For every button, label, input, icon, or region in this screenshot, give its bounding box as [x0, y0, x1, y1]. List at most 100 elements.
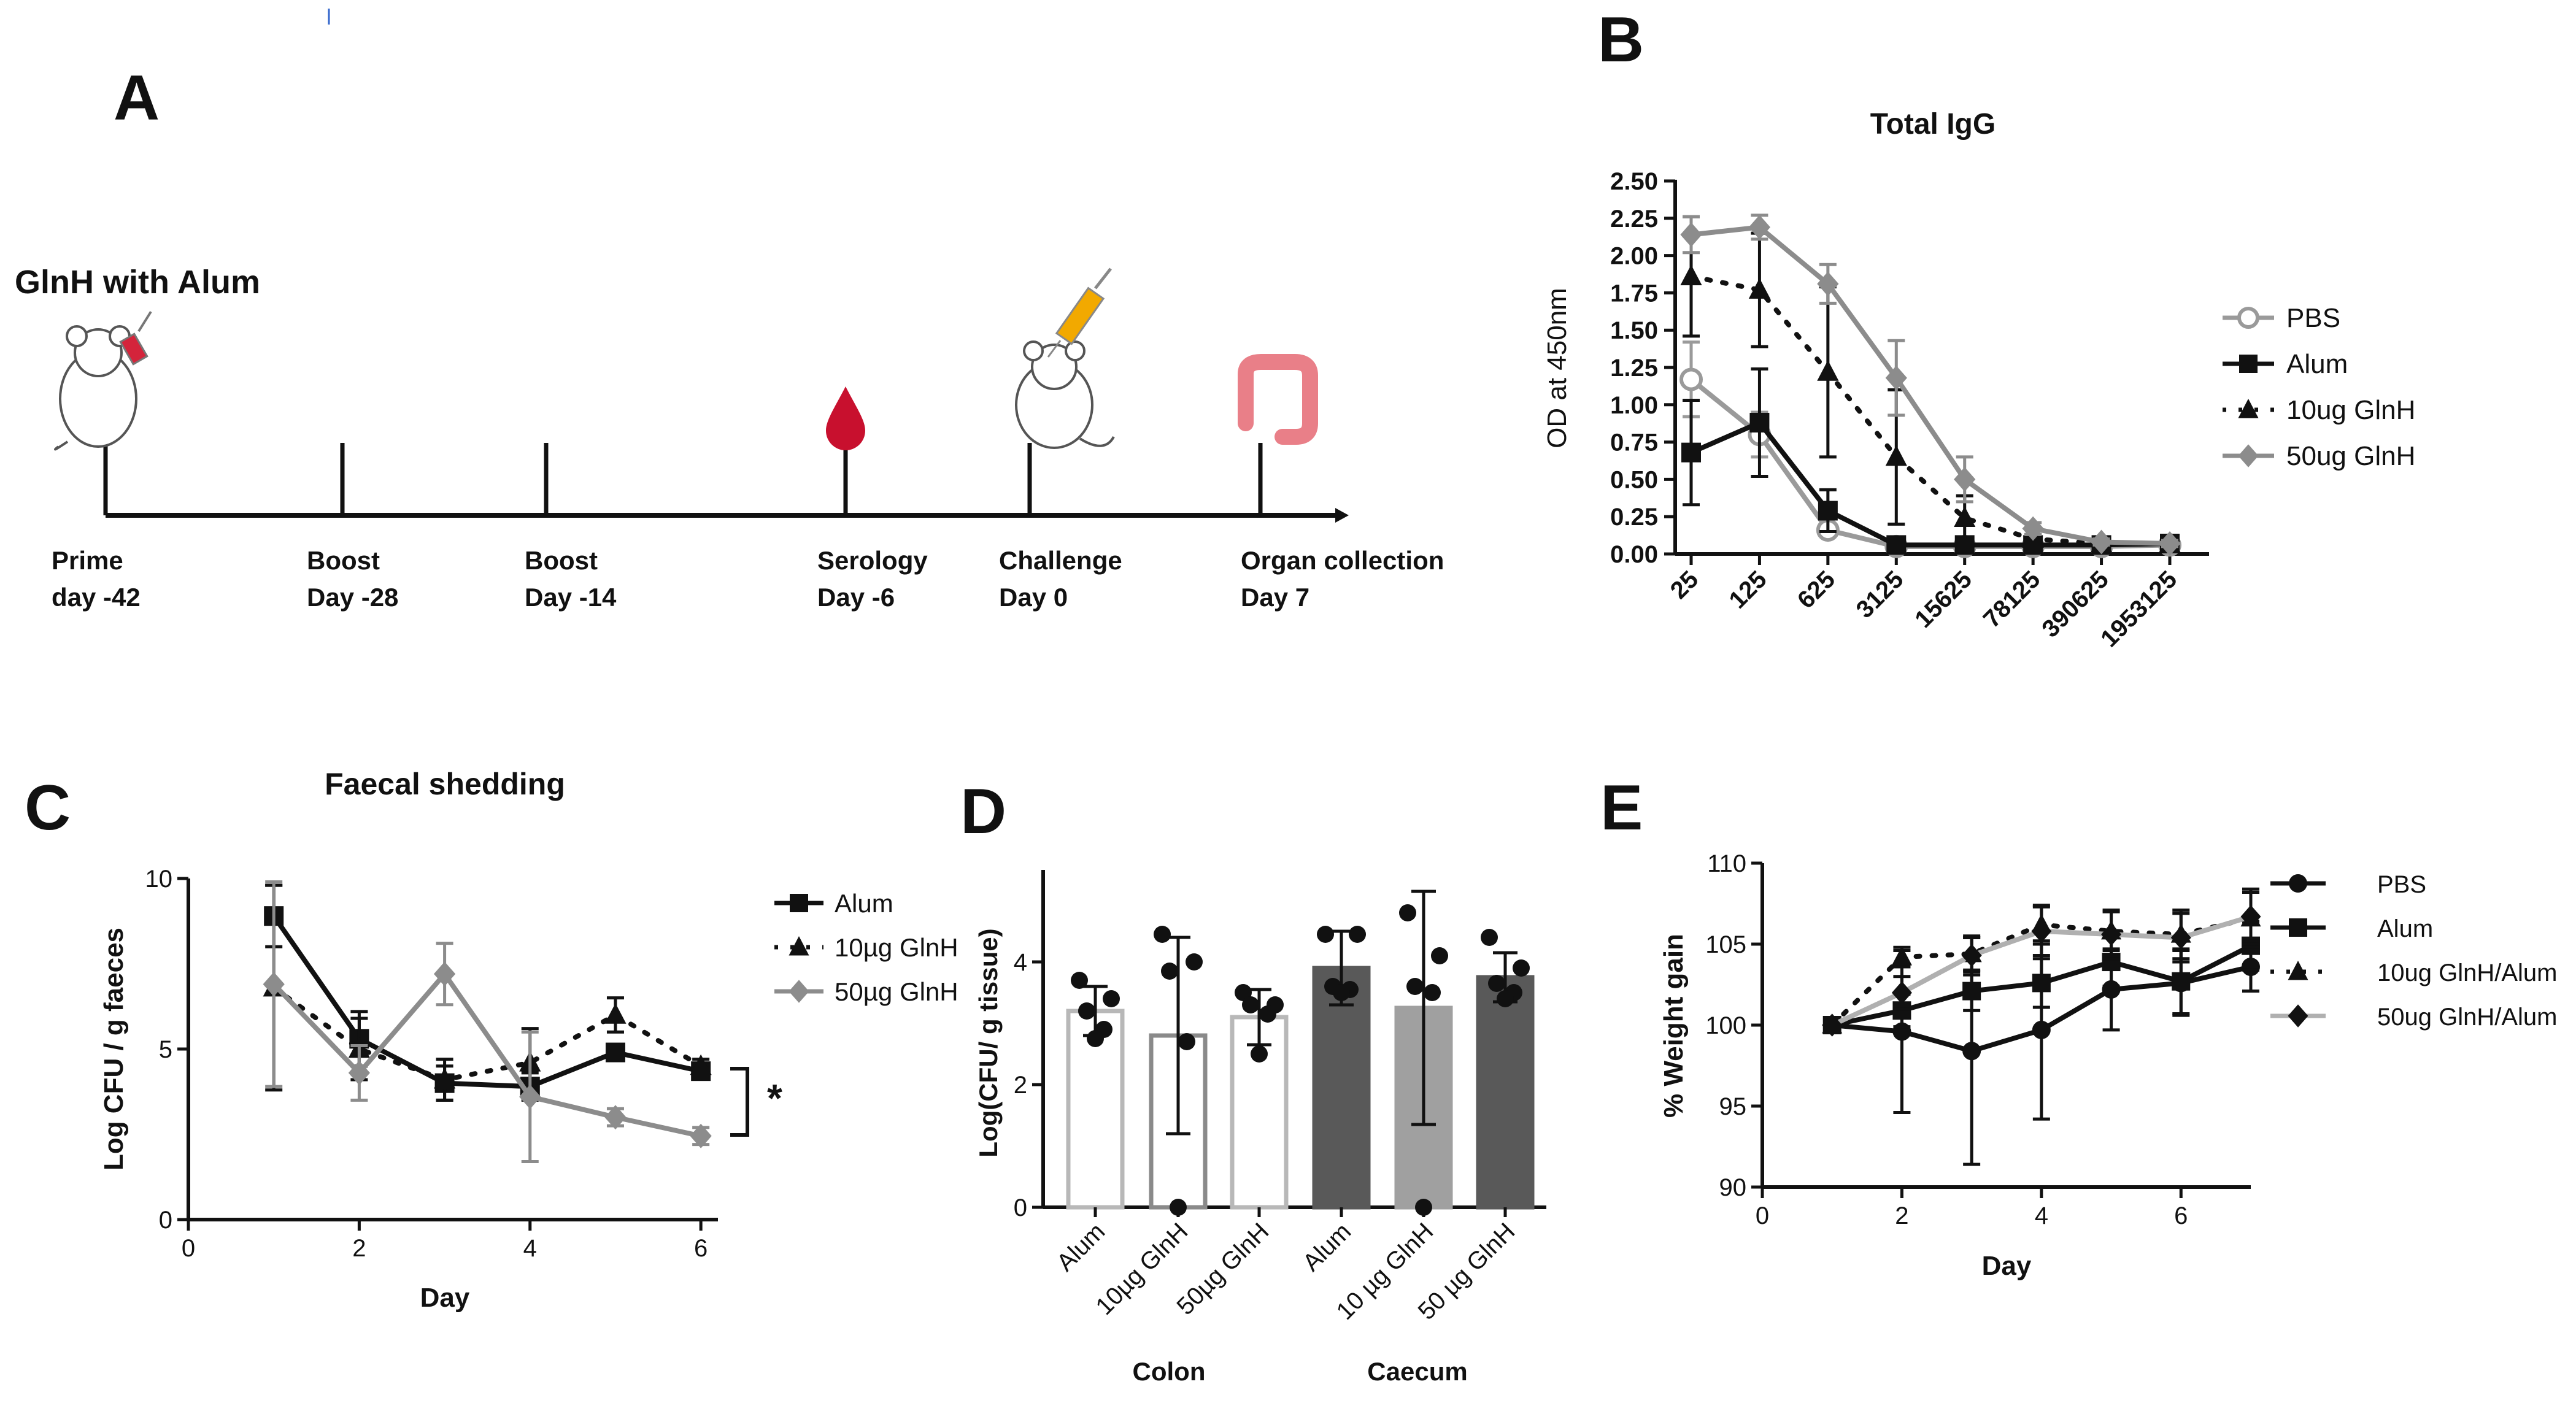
data-point	[1961, 944, 1982, 967]
y-tick-label: 1.50	[1610, 317, 1658, 344]
y-tick-label: 0.50	[1610, 466, 1658, 493]
data-point	[433, 1067, 456, 1089]
timeline-event-day: Day 7	[1241, 583, 1309, 612]
mouse-syringe-icon	[54, 310, 152, 451]
group-label: Caecum	[1367, 1357, 1467, 1386]
data-point	[1885, 366, 1907, 391]
group-label: Colon	[1133, 1357, 1206, 1386]
timeline-event-day: Day -28	[307, 583, 398, 612]
legend-label: 50µg GlnH	[835, 977, 958, 1006]
y-tick-label: 105	[1705, 931, 1746, 958]
y-tick-label: 2.00	[1610, 243, 1658, 270]
data-point	[690, 1054, 712, 1075]
data-point	[1103, 990, 1120, 1007]
legend-marker	[2237, 307, 2259, 329]
x-tick-label: 25	[1665, 566, 1704, 604]
data-point	[1078, 1002, 1095, 1020]
mouse-ear	[1065, 340, 1086, 361]
series-line-2	[1689, 274, 2172, 546]
data-point	[1891, 981, 1912, 1004]
y-axis-label: Log CFU / g faeces	[99, 928, 129, 1170]
data-point	[604, 1003, 627, 1024]
legend-marker	[2238, 444, 2259, 467]
data-point	[1431, 947, 1448, 964]
y-axis-label: Log(CFU/ g tissue)	[974, 928, 1003, 1157]
x-tick-label: 6	[694, 1235, 708, 1262]
y-axis-label: % Weight gain	[1659, 934, 1689, 1118]
data-point	[519, 1084, 541, 1109]
legend-label: Alum	[2377, 915, 2433, 942]
data-point	[1071, 972, 1088, 989]
x-tick-label: 0	[1756, 1202, 1769, 1229]
x-tick-label: 2	[352, 1235, 366, 1262]
data-point	[1349, 926, 1366, 943]
y-tick-label: 5	[159, 1036, 172, 1063]
data-point	[2240, 905, 2261, 928]
timeline-event-day: day -42	[52, 583, 141, 612]
data-point	[1822, 1013, 1843, 1037]
syringe-barrel	[119, 332, 148, 366]
x-tick-label: 4	[2035, 1202, 2048, 1229]
legend-marker	[789, 980, 809, 1003]
data-point	[605, 1042, 625, 1063]
data-point	[1481, 929, 1498, 946]
data-point	[1399, 904, 1416, 921]
series-line-0	[271, 913, 704, 1090]
data-point	[1891, 946, 1912, 966]
series-line-3	[1689, 225, 2172, 546]
legend-marker	[790, 894, 808, 912]
data-point	[1186, 953, 1203, 971]
data-point	[1962, 982, 1981, 1001]
data-point	[1962, 1042, 1981, 1061]
data-point	[1679, 367, 1703, 391]
x-tick-label: Alum	[1052, 1218, 1111, 1277]
data-point	[1954, 467, 1976, 492]
y-tick-label: 0	[159, 1207, 172, 1234]
y-tick-label: 2.50	[1610, 168, 1658, 195]
data-point	[1748, 215, 1771, 240]
series-line-2	[271, 970, 704, 1139]
data-point	[1954, 506, 1976, 528]
data-point	[1748, 278, 1771, 299]
mouse-head	[1031, 344, 1078, 390]
data-point	[1333, 984, 1350, 1001]
data-point	[1178, 1033, 1195, 1050]
data-point	[1817, 271, 1839, 296]
data-point	[1251, 1045, 1268, 1063]
legend-label: PBS	[2286, 303, 2340, 333]
data-point	[1680, 264, 1702, 286]
y-tick-label: 110	[1707, 850, 1746, 877]
data-point	[2031, 920, 2052, 943]
timeline-event-day: Day 0	[999, 583, 1068, 612]
y-axis-label: OD at 450nm	[1542, 288, 1572, 448]
timeline-arrowhead	[1335, 508, 1349, 523]
x-tick-label: 2	[1895, 1202, 1908, 1229]
y-tick-label: 2	[1014, 1072, 1027, 1099]
data-point	[1406, 978, 1424, 995]
data-point	[1497, 990, 1514, 1007]
y-tick-label: 4	[1014, 949, 1027, 976]
legend-label: 50ug GlnH/Alum	[2377, 1004, 2557, 1031]
y-tick-label: 1.75	[1610, 280, 1658, 307]
data-point	[2172, 972, 2191, 991]
syringe-plunger	[1094, 267, 1112, 290]
chart-title: Total IgG	[1870, 108, 1996, 140]
y-tick-label: 100	[1705, 1012, 1746, 1039]
timeline-event-label: Serology	[817, 546, 928, 575]
x-tick-label: 625	[1792, 566, 1840, 613]
timeline-event-label: Boost	[307, 546, 380, 575]
syringe-needle	[137, 310, 152, 332]
timeline-event-day: Day -14	[525, 583, 617, 612]
timeline-event-label: Organ collection	[1241, 546, 1444, 575]
y-tick-label: 1.00	[1610, 392, 1658, 419]
panel-b-total-igg-chart: B Total IgG OD at 450nm 0.00 0.25 0.50 0.75 1.0…	[1542, 4, 2415, 652]
mouse-tail	[54, 440, 69, 451]
bar	[1476, 975, 1535, 1210]
syringe-barrel	[1055, 286, 1105, 345]
y-tick-label: 0.00	[1610, 541, 1658, 568]
data-point	[1680, 222, 1702, 247]
intestine-icon	[1238, 354, 1318, 445]
data-point	[1424, 984, 1441, 1001]
syringe-needle	[1047, 340, 1062, 358]
